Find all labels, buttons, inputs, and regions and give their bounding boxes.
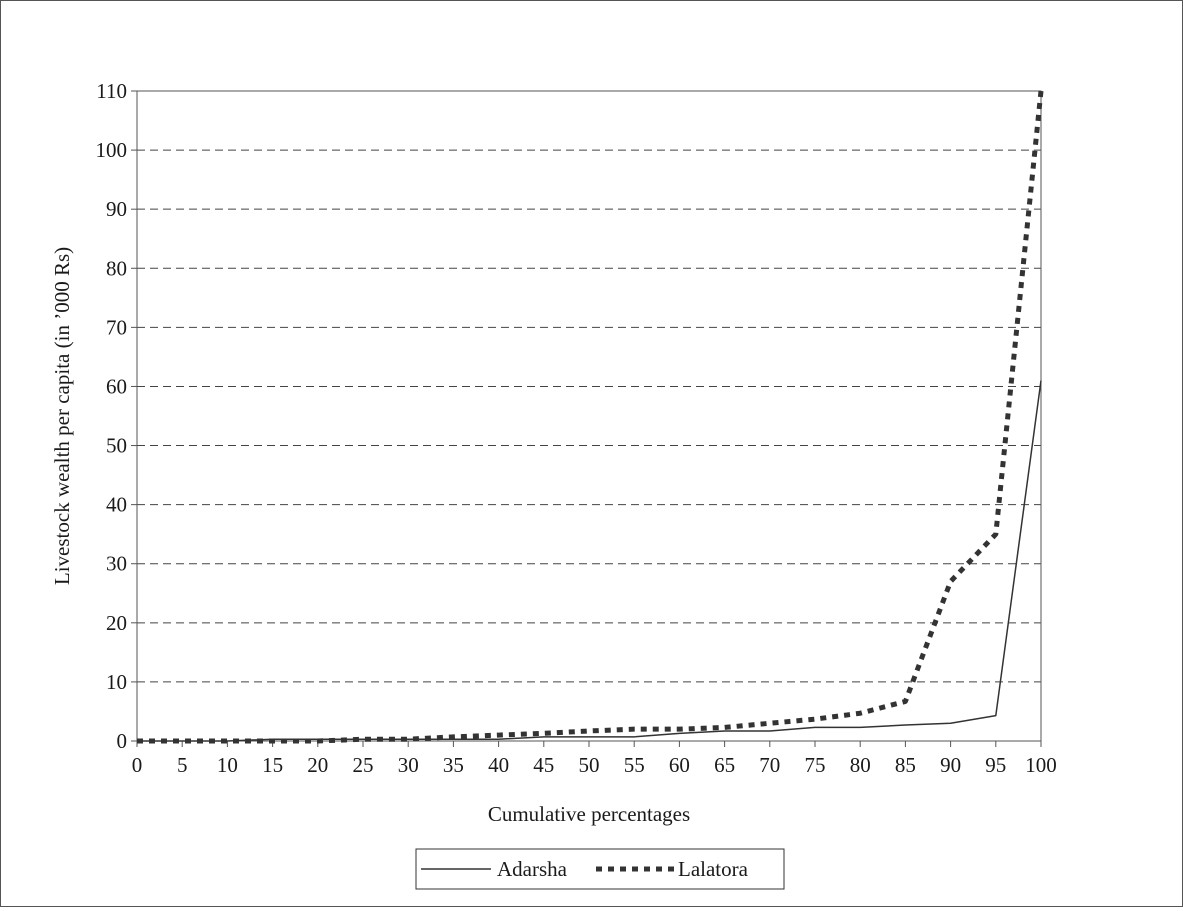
x-tick-label: 85 <box>895 753 916 777</box>
y-axis: 0 10 20 30 40 50 60 70 80 90 100 110 <box>96 79 137 753</box>
x-tick-label: 5 <box>177 753 188 777</box>
y-tick-label: 80 <box>106 256 127 280</box>
y-tick-label: 110 <box>96 79 127 103</box>
x-tick-label: 80 <box>850 753 871 777</box>
series-line-adarsha <box>137 380 1042 742</box>
y-tick-label: 40 <box>106 493 127 517</box>
x-tick-label: 60 <box>669 753 690 777</box>
x-tick-label: 50 <box>579 753 600 777</box>
x-axis-title: Cumulative percentages <box>488 802 690 826</box>
x-tick-label: 55 <box>624 753 645 777</box>
x-tick-label: 45 <box>533 753 554 777</box>
y-tick-label: 100 <box>96 138 128 162</box>
y-tick-label: 30 <box>106 552 127 576</box>
x-tick-label: 10 <box>217 753 238 777</box>
x-tick-label: 15 <box>262 753 283 777</box>
x-tick-label: 70 <box>759 753 780 777</box>
y-tick-label: 0 <box>117 729 128 753</box>
plot-area <box>136 90 1042 742</box>
x-tick-label: 95 <box>985 753 1006 777</box>
x-tick-label: 35 <box>443 753 464 777</box>
legend: Adarsha Lalatora <box>415 848 785 890</box>
y-tick-label: 70 <box>106 315 127 339</box>
y-tick-label: 90 <box>106 197 127 221</box>
x-axis: 0 5 10 15 20 25 30 35 40 45 50 55 60 65 70 75 80 85 90 95 10… <box>132 741 1057 777</box>
grid-lines <box>137 90 1041 683</box>
x-tick-label: 20 <box>307 753 328 777</box>
x-tick-label: 0 <box>132 753 143 777</box>
y-tick-label: 60 <box>106 374 127 398</box>
series-layer <box>137 90 1044 744</box>
x-tick-label: 100 <box>1025 753 1057 777</box>
y-tick-label: 50 <box>106 434 127 458</box>
legend-label-adarsha: Adarsha <box>497 857 568 881</box>
x-tick-label: 25 <box>353 753 374 777</box>
y-axis-title: Livestock wealth per capita (in ’000 Rs) <box>50 247 74 585</box>
y-tick-label: 10 <box>106 670 127 694</box>
x-tick-label: 40 <box>488 753 509 777</box>
y-tick-label: 20 <box>106 611 127 635</box>
x-tick-label: 90 <box>940 753 961 777</box>
legend-label-lalatora: Lalatora <box>678 857 749 881</box>
x-tick-label: 30 <box>398 753 419 777</box>
x-tick-label: 65 <box>714 753 735 777</box>
x-tick-label: 75 <box>805 753 826 777</box>
series-line-lalatora <box>137 90 1044 744</box>
